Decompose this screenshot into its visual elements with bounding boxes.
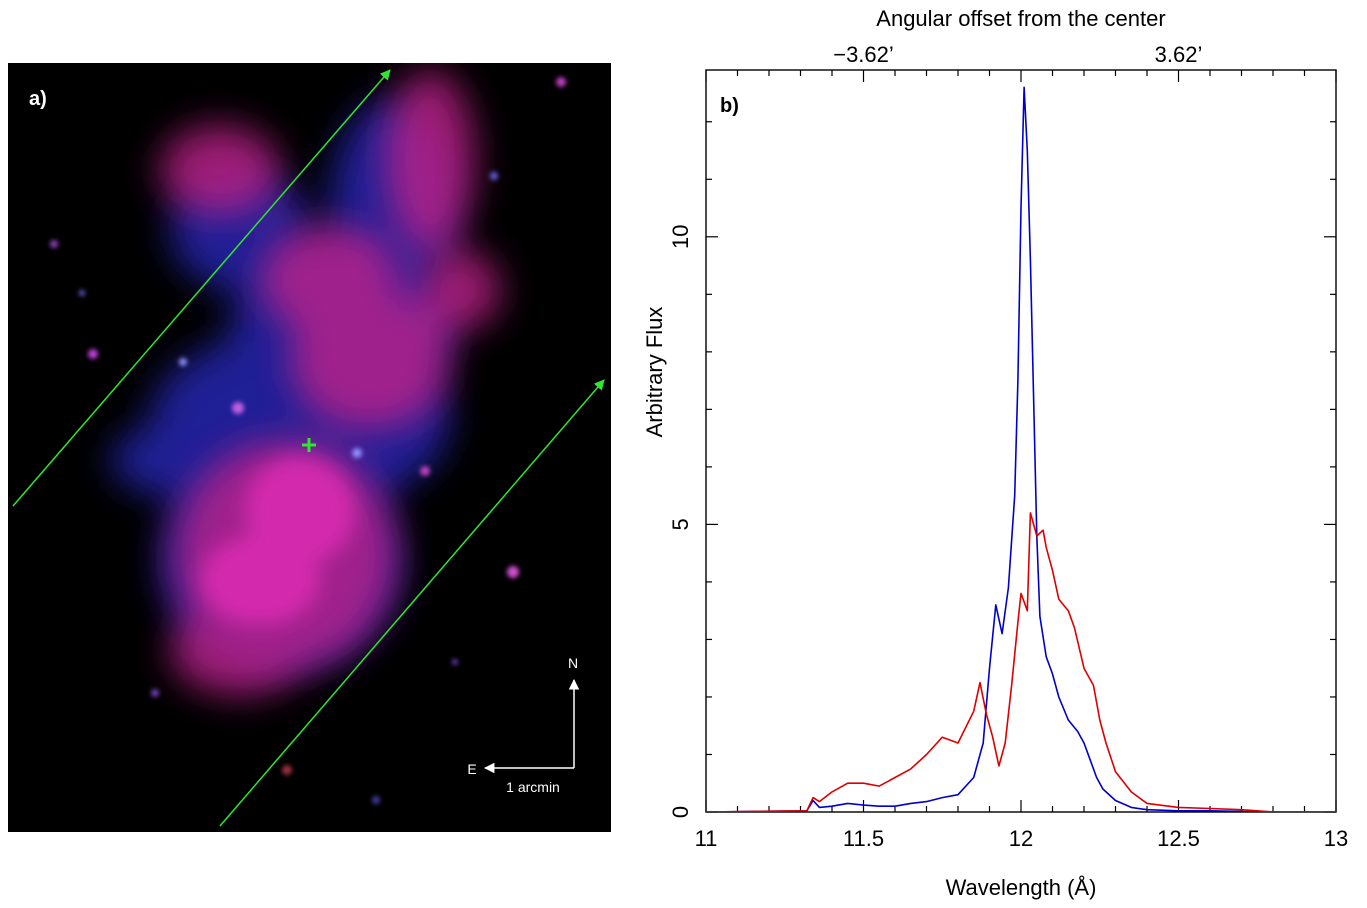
- series-lines: [706, 86, 1336, 812]
- y-tick-label: 10: [668, 225, 693, 249]
- y-tick-label: 0: [668, 806, 693, 818]
- series-line-2: [706, 512, 1336, 812]
- x-tick-label: 11: [695, 826, 718, 851]
- y-axis-label: Arbitrary Flux: [642, 307, 667, 438]
- panel-a-label: a): [29, 88, 47, 110]
- x-tick-labels: 11 11.5 12 12.5 13: [695, 826, 1349, 851]
- point-sources: [50, 77, 566, 804]
- slit-line-upper: [12, 69, 391, 507]
- top-tick-label: −3.62’: [833, 42, 894, 67]
- xray-image-panel: N E 1 arcmin a): [8, 63, 611, 832]
- center-marker: [302, 438, 316, 452]
- x-tick-label: 11.5: [843, 826, 884, 851]
- y-tick-label: 5: [668, 518, 693, 530]
- x-tick-label: 12.5: [1157, 826, 1200, 851]
- compass-east-label: E: [467, 761, 476, 777]
- y-tick-labels: 0 5 10: [668, 225, 693, 819]
- compass: N E 1 arcmin: [467, 655, 580, 795]
- compass-north-label: N: [568, 655, 578, 671]
- series-line-1: [706, 86, 1336, 812]
- slit-line-lower: [219, 379, 605, 827]
- panel-b-label: b): [720, 95, 739, 117]
- top-axis-label: Angular offset from the center: [876, 6, 1165, 31]
- scale-bar-label: 1 arcmin: [506, 779, 560, 795]
- top-tick-label: 3.62’: [1155, 42, 1203, 67]
- nebula-emission: N E 1 arcmin: [12, 69, 605, 827]
- x-tick-label: 13: [1324, 826, 1348, 851]
- top-axis-tick-labels: −3.62’ 3.62’: [833, 42, 1202, 67]
- x-axis-label: Wavelength (Å): [946, 875, 1097, 900]
- x-tick-label: 12: [1009, 826, 1033, 851]
- spectrum-chart: 11 11.5 12 12.5 13 0 5 10 −3.62’ 3.62’ b) Wavel…: [642, 6, 1348, 900]
